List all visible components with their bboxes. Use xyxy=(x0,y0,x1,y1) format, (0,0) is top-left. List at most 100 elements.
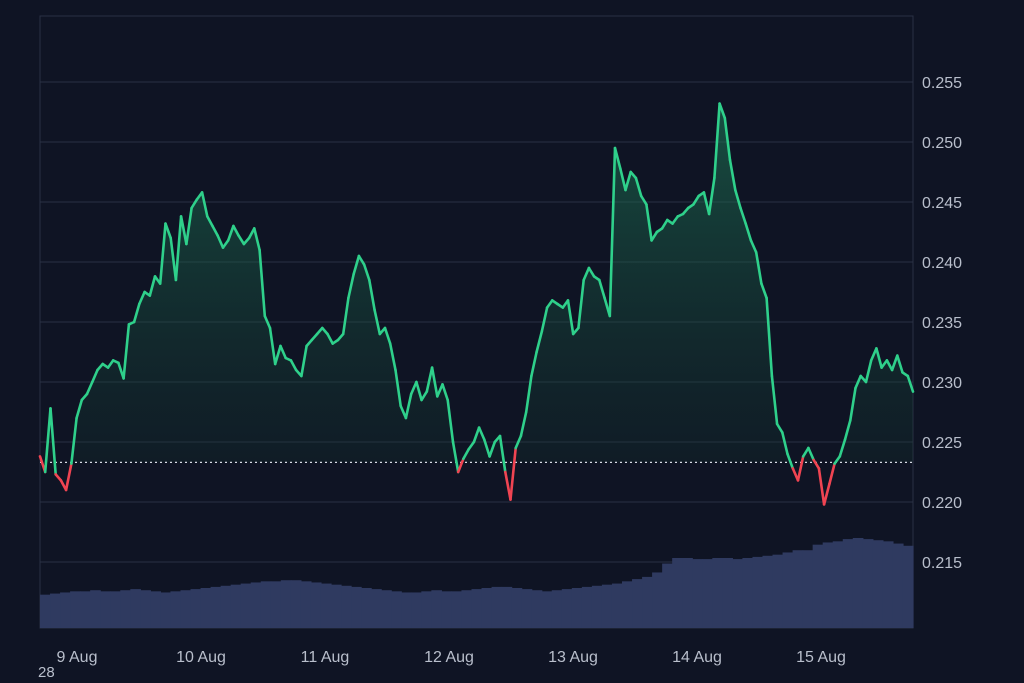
price-segment xyxy=(875,347,883,369)
price-area-fill xyxy=(40,103,913,463)
price-segment xyxy=(828,462,836,486)
volume-bar xyxy=(832,541,844,628)
price-segment xyxy=(216,234,225,249)
price-segment xyxy=(91,368,99,384)
price-segment xyxy=(435,383,444,398)
price-segment xyxy=(456,457,465,474)
y-tick-label: 0.220 xyxy=(922,495,962,512)
price-segment xyxy=(796,455,805,482)
volume-bar xyxy=(481,588,493,628)
volume-bar xyxy=(682,558,693,628)
x-tick-label: 9 Aug xyxy=(57,649,98,666)
price-segment xyxy=(341,296,350,336)
volume-bar xyxy=(652,572,663,628)
price-segment xyxy=(237,234,246,246)
price-segment xyxy=(503,470,512,501)
volume-bar xyxy=(240,583,252,628)
price-segment xyxy=(206,215,214,228)
price-segment xyxy=(765,296,774,378)
volume-bar xyxy=(611,583,623,628)
price-segment xyxy=(519,410,528,438)
volume-bar xyxy=(130,589,141,628)
price-segment xyxy=(749,239,758,254)
y-tick-label: 0.255 xyxy=(922,75,962,92)
volume-bar xyxy=(100,591,111,628)
price-segment xyxy=(43,407,52,474)
volume-bars xyxy=(40,538,914,628)
price-segment xyxy=(415,380,423,402)
volume-bar xyxy=(351,586,362,628)
volume-bar xyxy=(802,550,814,628)
price-segment xyxy=(138,290,146,306)
price-segment xyxy=(352,254,361,276)
volume-bar xyxy=(521,589,533,628)
volume-bar xyxy=(782,552,794,628)
price-segment xyxy=(608,146,617,318)
volume-bar xyxy=(862,539,874,628)
volume-bar xyxy=(60,592,71,628)
volume-bar xyxy=(431,590,442,628)
price-segment xyxy=(232,224,240,237)
volume-bar xyxy=(822,542,834,628)
volume-bar xyxy=(441,591,453,628)
volume-bar xyxy=(371,589,382,628)
price-segment xyxy=(404,392,413,420)
volume-bar xyxy=(632,579,643,628)
price-segment xyxy=(174,215,183,282)
price-segment xyxy=(629,170,638,180)
price-segment xyxy=(854,374,863,390)
price-segment xyxy=(707,176,716,216)
price-segment xyxy=(890,354,899,372)
volume-bar xyxy=(90,590,101,628)
volume-bar xyxy=(40,594,51,628)
x-tick-label: 13 Aug xyxy=(548,649,598,666)
price-segment xyxy=(190,198,199,210)
price-segment xyxy=(634,176,643,198)
price-segment xyxy=(472,426,481,444)
price-segment xyxy=(660,218,669,230)
price-area xyxy=(40,103,913,463)
price-segment xyxy=(681,206,690,216)
volume-bar xyxy=(722,558,733,628)
y-tick-label: 0.235 xyxy=(922,315,962,332)
price-segment xyxy=(132,302,141,324)
price-segment xyxy=(169,236,178,282)
volume-bar xyxy=(160,592,172,628)
price-segment xyxy=(211,224,219,237)
price-segment xyxy=(268,326,277,366)
price-segment xyxy=(613,146,622,170)
price-segment xyxy=(221,239,230,249)
price-segment xyxy=(80,392,89,402)
y-tick-label: 0.215 xyxy=(922,555,962,572)
price-segment xyxy=(744,222,753,242)
volume-bar xyxy=(200,588,212,628)
price-segment xyxy=(488,440,497,458)
price-segment xyxy=(906,374,915,393)
price-segment xyxy=(49,407,58,476)
volume-bar xyxy=(150,591,162,628)
price-segment xyxy=(566,299,575,336)
volume-bar xyxy=(662,563,673,628)
price-segment xyxy=(869,347,878,362)
price-segment xyxy=(273,344,282,366)
price-segment xyxy=(838,438,847,458)
y-axis-ticks: 0.215 0.220 0.225 0.230 0.235 0.240 0.245 0.250… xyxy=(922,75,962,572)
price-segment xyxy=(96,362,104,372)
price-segment xyxy=(587,266,596,278)
volume-bar xyxy=(842,539,854,628)
price-segment xyxy=(713,102,721,180)
price-segment xyxy=(367,278,376,312)
y-tick-label: 0.230 xyxy=(922,375,962,392)
volume-bar xyxy=(581,586,593,628)
price-segment xyxy=(64,462,73,492)
corner-label: 28 xyxy=(38,664,55,681)
price-segment xyxy=(253,227,261,252)
price-segment xyxy=(279,344,288,360)
price-segment xyxy=(780,431,789,456)
price-segment xyxy=(122,323,131,380)
volume-bar xyxy=(812,544,824,628)
price-segment xyxy=(388,342,397,372)
volume-bar xyxy=(300,581,312,628)
price-segment xyxy=(885,359,894,372)
price-segment xyxy=(347,272,356,300)
